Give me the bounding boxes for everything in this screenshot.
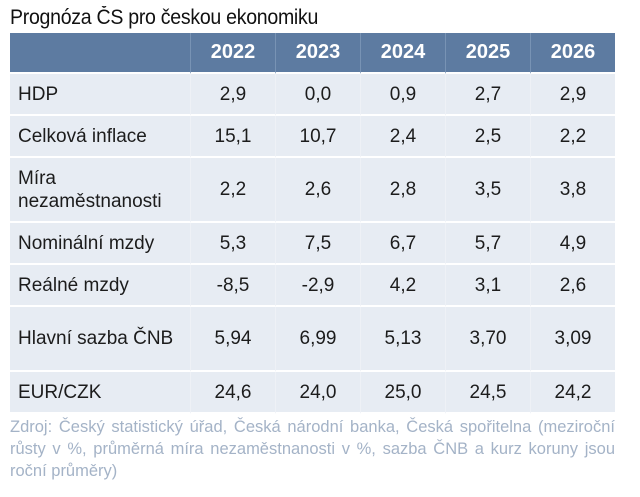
table-cell: 2,7 [445, 74, 530, 116]
header-cell-2026: 2026 [530, 33, 615, 74]
table-cell: 24,2 [530, 372, 615, 414]
table-cell: 3,09 [530, 307, 615, 372]
header-cell-2025: 2025 [445, 33, 530, 74]
table-cell: -2,9 [275, 265, 360, 307]
table-cell: 2,9 [530, 74, 615, 116]
table-cell: 2,6 [275, 158, 360, 223]
table-cell: 4,9 [530, 223, 615, 265]
table-cell: 6,7 [360, 223, 445, 265]
header-cell-2022: 2022 [190, 33, 275, 74]
header-cell-empty [10, 33, 190, 74]
table-cell: 2,4 [360, 116, 445, 158]
table-cell: 5,7 [445, 223, 530, 265]
table-row: Reálné mzdy -8,5 -2,9 4,2 3,1 2,6 [10, 265, 615, 307]
table-cell: 24,5 [445, 372, 530, 414]
table-cell: 5,94 [190, 307, 275, 372]
row-label: HDP [10, 74, 190, 116]
table-cell: -8,5 [190, 265, 275, 307]
row-label: Nominální mzdy [10, 223, 190, 265]
table-row: Míra nezaměstnanosti 2,2 2,6 2,8 3,5 3,8 [10, 158, 615, 223]
table-cell: 0,0 [275, 74, 360, 116]
table-cell: 2,9 [190, 74, 275, 116]
table-cell: 24,6 [190, 372, 275, 414]
table-row: Nominální mzdy 5,3 7,5 6,7 5,7 4,9 [10, 223, 615, 265]
row-label: Míra nezaměstnanosti [10, 158, 190, 223]
source-note: Zdroj: Český statistický úřad, Česká nár… [10, 418, 615, 480]
table-cell: 2,2 [190, 158, 275, 223]
table-row: EUR/CZK 24,6 24,0 25,0 24,5 24,2 [10, 372, 615, 414]
table-cell: 24,0 [275, 372, 360, 414]
table-cell: 2,8 [360, 158, 445, 223]
table-cell: 2,6 [530, 265, 615, 307]
table-cell: 3,8 [530, 158, 615, 223]
row-label: Hlavní sazba ČNB [10, 307, 190, 372]
table-cell: 5,13 [360, 307, 445, 372]
table-row: Hlavní sazba ČNB 5,94 6,99 5,13 3,70 3,0… [10, 307, 615, 372]
table-cell: 6,99 [275, 307, 360, 372]
table-row: HDP 2,9 0,0 0,9 2,7 2,9 [10, 74, 615, 116]
table-cell: 3,70 [445, 307, 530, 372]
table-cell: 25,0 [360, 372, 445, 414]
header-cell-2024: 2024 [360, 33, 445, 74]
header-row: 2022 2023 2024 2025 2026 [10, 33, 615, 74]
table-cell: 0,9 [360, 74, 445, 116]
row-label: Celková inflace [10, 116, 190, 158]
table-cell: 2,2 [530, 116, 615, 158]
table-cell: 2,5 [445, 116, 530, 158]
header-cell-2023: 2023 [275, 33, 360, 74]
table-cell: 4,2 [360, 265, 445, 307]
table-cell: 5,3 [190, 223, 275, 265]
table-cell: 15,1 [190, 116, 275, 158]
table-cell: 3,1 [445, 265, 530, 307]
forecast-table: 2022 2023 2024 2025 2026 HDP 2,9 0,0 0,9… [10, 33, 615, 414]
chart-title: Prognóza ČS pro českou ekonomiku [10, 6, 319, 29]
row-label: Reálné mzdy [10, 265, 190, 307]
table-cell: 10,7 [275, 116, 360, 158]
row-label: EUR/CZK [10, 372, 190, 414]
table-cell: 3,5 [445, 158, 530, 223]
table-cell: 7,5 [275, 223, 360, 265]
table-row: Celková inflace 15,1 10,7 2,4 2,5 2,2 [10, 116, 615, 158]
